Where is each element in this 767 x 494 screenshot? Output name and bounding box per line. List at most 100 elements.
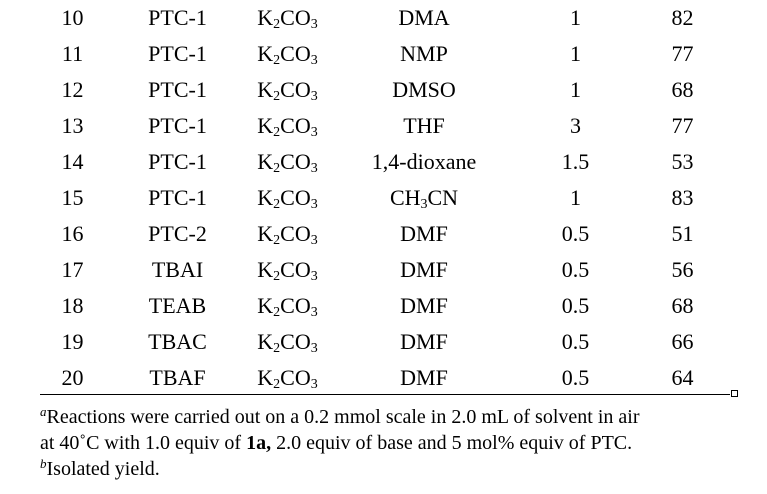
- base-cell: K2CO3: [240, 324, 335, 360]
- base-cell: K2CO3: [240, 36, 335, 72]
- base-formula-subscript: 3: [310, 233, 318, 248]
- yield-value: 68: [671, 77, 694, 102]
- solvent-cell: THF: [335, 108, 513, 144]
- ptc-name: TEAB: [148, 293, 207, 318]
- solvent-subscript: 3: [420, 197, 428, 212]
- base-formula-part: K: [257, 185, 274, 210]
- entry-cell: 17: [30, 252, 115, 288]
- time-cell: 1: [513, 0, 638, 36]
- base-formula-subscript: 2: [273, 89, 281, 104]
- base-formula-subscript: 2: [273, 269, 281, 284]
- solvent-name: DMF: [400, 257, 448, 282]
- entry-cell: 11: [30, 36, 115, 72]
- base-formula-part: K: [257, 221, 274, 246]
- yield-cell: 77: [638, 36, 727, 72]
- entry-cell: 19: [30, 324, 115, 360]
- entry-cell: 13: [30, 108, 115, 144]
- entry-number: 19: [61, 329, 84, 354]
- ptc-cell: TBAF: [115, 360, 240, 396]
- footnote-a-marker: a: [40, 404, 47, 419]
- ptc-cell: TBAI: [115, 252, 240, 288]
- yield-value: 83: [671, 185, 694, 210]
- time-value: 0.5: [561, 257, 590, 282]
- time-cell: 1: [513, 36, 638, 72]
- results-table: 10 PTC-1 K2CO3 DMA 1 82 11 PTC-1 K2CO3 NMP 1 77 12 PT…: [30, 0, 727, 396]
- base-formula-subscript: 2: [273, 125, 281, 140]
- yield-cell: 51: [638, 216, 727, 252]
- table-row: 10 PTC-1 K2CO3 DMA 1 82: [30, 0, 727, 36]
- base-cell: K2CO3: [240, 216, 335, 252]
- time-value: 1: [570, 77, 581, 102]
- base-formula-subscript: 2: [273, 341, 281, 356]
- entry-number: 13: [61, 113, 84, 138]
- table-body: 10 PTC-1 K2CO3 DMA 1 82 11 PTC-1 K2CO3 NMP 1 77 12 PT…: [30, 0, 727, 396]
- base-cell: K2CO3: [240, 288, 335, 324]
- ptc-name: PTC-1: [148, 5, 207, 30]
- base-formula-subscript: 3: [310, 125, 318, 140]
- ptc-name: PTC-1: [148, 41, 207, 66]
- entry-number: 18: [61, 293, 84, 318]
- table-row: 17 TBAI K2CO3 DMF 0.5 56: [30, 252, 727, 288]
- solvent-cell: DMF: [335, 360, 513, 396]
- ptc-cell: PTC-1: [115, 108, 240, 144]
- base-formula-part: K: [257, 5, 274, 30]
- solvent-cell: NMP: [335, 36, 513, 72]
- base-formula-part: K: [257, 41, 274, 66]
- base-formula-part: K: [257, 113, 274, 138]
- entry-number: 20: [61, 365, 84, 390]
- time-value: 3: [570, 113, 581, 138]
- time-value: 0.5: [561, 293, 590, 318]
- base-formula-subscript: 2: [273, 377, 281, 392]
- base-formula-part: CO: [280, 329, 311, 354]
- yield-cell: 66: [638, 324, 727, 360]
- resize-handle[interactable]: [731, 390, 738, 397]
- solvent-name: DMSO: [392, 77, 456, 102]
- ptc-cell: TBAC: [115, 324, 240, 360]
- time-cell: 1: [513, 180, 638, 216]
- base-formula-subscript: 2: [273, 161, 281, 176]
- time-cell: 3: [513, 108, 638, 144]
- base-formula-subscript: 2: [273, 305, 281, 320]
- table-row: 11 PTC-1 K2CO3 NMP 1 77: [30, 36, 727, 72]
- ptc-cell: PTC-2: [115, 216, 240, 252]
- base-formula-part: CO: [280, 257, 311, 282]
- footnote-a-line-1: aReactions were carried out on a 0.2 mmo…: [40, 404, 765, 430]
- entry-cell: 14: [30, 144, 115, 180]
- yield-value: 51: [671, 221, 694, 246]
- entry-number: 14: [61, 149, 84, 174]
- solvent-cell: DMF: [335, 288, 513, 324]
- ptc-name: TBAC: [148, 329, 207, 354]
- solvent-cell: 1,4-dioxane: [335, 144, 513, 180]
- entry-number: 10: [61, 5, 84, 30]
- base-formula-part: K: [257, 77, 274, 102]
- base-formula-part: CO: [280, 221, 311, 246]
- base-formula-subscript: 3: [310, 89, 318, 104]
- solvent-cell: DMF: [335, 324, 513, 360]
- base-cell: K2CO3: [240, 144, 335, 180]
- yield-value: 68: [671, 293, 694, 318]
- entry-cell: 15: [30, 180, 115, 216]
- entry-number: 17: [61, 257, 84, 282]
- base-formula-part: K: [257, 257, 274, 282]
- base-cell: K2CO3: [240, 360, 335, 396]
- table-row: 12 PTC-1 K2CO3 DMSO 1 68: [30, 72, 727, 108]
- time-value: 1: [570, 41, 581, 66]
- footnote-b-marker: b: [40, 456, 47, 471]
- solvent-name: DMF: [400, 365, 448, 390]
- base-formula-part: K: [257, 365, 274, 390]
- entry-number: 12: [61, 77, 84, 102]
- entry-number: 16: [61, 221, 84, 246]
- ptc-cell: PTC-1: [115, 72, 240, 108]
- base-formula-subscript: 3: [310, 305, 318, 320]
- table-row: 14 PTC-1 K2CO3 1,4-dioxane 1.5 53: [30, 144, 727, 180]
- ptc-name: PTC-2: [148, 221, 207, 246]
- ptc-cell: PTC-1: [115, 180, 240, 216]
- solvent-name: DMF: [400, 329, 448, 354]
- ptc-name: PTC-1: [148, 149, 207, 174]
- base-formula-subscript: 3: [310, 53, 318, 68]
- ptc-name: TBAF: [149, 365, 206, 390]
- entry-cell: 18: [30, 288, 115, 324]
- base-formula-part: CO: [280, 77, 311, 102]
- time-value: 1: [570, 5, 581, 30]
- base-formula-part: CO: [280, 149, 311, 174]
